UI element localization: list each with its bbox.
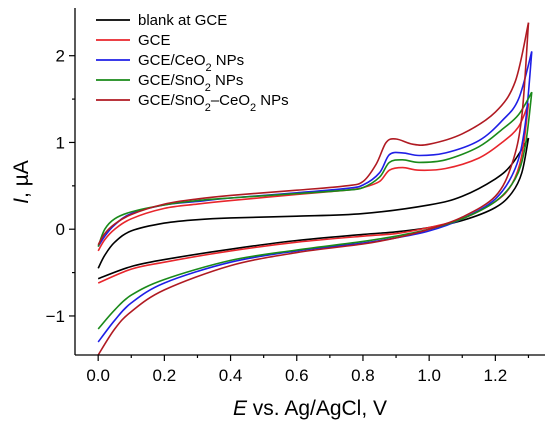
y-axis-title: I, µA xyxy=(10,160,33,204)
y-tick-label: 0 xyxy=(56,220,65,239)
x-tick-label: 0.6 xyxy=(285,366,309,385)
legend-label: blank at GCE xyxy=(138,12,227,29)
y-ticks: −1 0 1 2 xyxy=(46,47,75,326)
x-tick-label: 0.0 xyxy=(86,366,110,385)
legend-label: GCE xyxy=(138,32,171,49)
x-tick-label: 0.8 xyxy=(351,366,375,385)
plot-frame xyxy=(74,8,545,356)
series-3-anodic-line xyxy=(97,91,533,247)
series-3-cathodic-line xyxy=(97,92,533,330)
series-0-anodic-line xyxy=(97,137,530,269)
x-tick-label: 0.2 xyxy=(153,366,177,385)
y-tick-label: 1 xyxy=(56,133,65,152)
legend-label: GCE/SnO2–CeO2 NPs xyxy=(138,92,289,114)
legend-label: GCE/CeO2 NPs xyxy=(138,52,244,74)
x-ticks: 0.0 0.2 0.4 0.6 0.8 1.0 1.2 xyxy=(86,355,530,385)
series-1-anodic-line xyxy=(97,103,530,252)
curves-group xyxy=(97,22,533,356)
legend-label: GCE/SnO2 NPs xyxy=(138,72,243,94)
y-tick-label: −1 xyxy=(46,307,65,326)
x-axis-title: E vs. Ag/AgCl, V xyxy=(233,397,387,420)
x-tick-label: 0.4 xyxy=(219,366,243,385)
x-tick-label: 1.2 xyxy=(484,366,508,385)
y-tick-label: 2 xyxy=(56,47,65,66)
series-2-anodic-line xyxy=(97,51,533,248)
series-4-anodic-line xyxy=(97,22,530,246)
x-tick-label: 1.0 xyxy=(417,366,441,385)
series-0-cathodic-line xyxy=(97,137,530,280)
series-4-cathodic-line xyxy=(97,22,530,356)
